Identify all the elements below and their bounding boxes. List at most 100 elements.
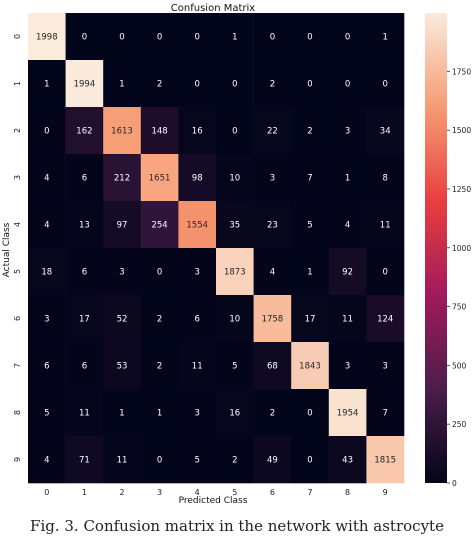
heatmap-cell-r5-c0 xyxy=(28,248,66,296)
x-tick-6: 6 xyxy=(270,488,275,497)
cell-value-r0-c8: 0 xyxy=(345,33,350,43)
colorbar-tick-1250: 1250 xyxy=(452,185,471,194)
cell-value-r5-c4: 3 xyxy=(194,268,199,278)
heatmap-cell-r9-c5 xyxy=(216,436,254,484)
heatmap-cell-r4-c3 xyxy=(140,201,179,249)
heatmap-cell-r4-c1 xyxy=(65,201,104,249)
cell-value-r2-c3: 148 xyxy=(151,127,167,137)
cell-value-r8-c6: 2 xyxy=(270,409,275,419)
cell-value-r1-c5: 0 xyxy=(232,80,237,90)
colorbar-tick-500: 500 xyxy=(452,361,467,370)
heatmap-cell-r2-c5 xyxy=(216,107,254,155)
heatmap-cells: 1998 0 0 0 0 1 0 0 0 11 1994 1 2 0 0 2 0 0 00 162 1613 148 16 0… xyxy=(28,13,405,484)
cell-value-r0-c0: 1998 xyxy=(36,33,58,43)
colorbar-tick-1750: 1750 xyxy=(452,67,471,76)
heatmap-cell-r6-c3 xyxy=(140,295,179,343)
cell-value-r4-c1: 13 xyxy=(79,221,90,231)
cell-value-r6-c8: 11 xyxy=(342,315,353,325)
cell-value-r9-c0: 4 xyxy=(44,456,49,466)
heatmap-cell-r5-c6 xyxy=(253,248,292,296)
cell-value-r9-c3: 0 xyxy=(157,456,162,466)
heatmap-cell-r7-c0 xyxy=(28,342,66,390)
heatmap-cell-r8-c8 xyxy=(328,389,367,437)
heatmap-cell-r0-c5 xyxy=(216,13,254,61)
cell-value-r1-c8: 0 xyxy=(345,80,350,90)
heatmap-cell-r0-c1 xyxy=(65,13,104,61)
cell-value-r9-c7: 0 xyxy=(307,456,312,466)
cell-value-r3-c8: 1 xyxy=(345,174,350,184)
heatmap-cell-r8-c6 xyxy=(253,389,292,437)
cell-value-r4-c8: 4 xyxy=(345,221,350,231)
heatmap-cell-r5-c8 xyxy=(328,248,367,296)
cell-value-r8-c5: 16 xyxy=(229,409,240,419)
cell-value-r6-c1: 17 xyxy=(79,315,90,325)
heatmap-cell-r8-c5 xyxy=(216,389,254,437)
x-tick-3: 3 xyxy=(157,488,162,497)
heatmap-cell-r1-c9 xyxy=(366,60,405,108)
heatmap-cell-r2-c3 xyxy=(140,107,179,155)
y-tick-6: 6 xyxy=(13,316,22,321)
heatmap-cell-r4-c8 xyxy=(328,201,367,249)
heatmap-cell-r0-c4 xyxy=(178,13,217,61)
cell-value-r8-c7: 0 xyxy=(307,409,312,419)
heatmap-cell-r9-c8 xyxy=(328,436,367,484)
cell-value-r4-c9: 11 xyxy=(380,221,391,231)
cell-value-r0-c3: 0 xyxy=(157,33,162,43)
cell-value-r9-c1: 71 xyxy=(79,456,90,466)
cell-value-r6-c3: 2 xyxy=(157,315,162,325)
heatmap-cell-r0-c7 xyxy=(291,13,330,61)
heatmap-cell-r2-c2 xyxy=(103,107,142,155)
heatmap-cell-r2-c9 xyxy=(366,107,405,155)
cell-value-r5-c1: 6 xyxy=(82,268,87,278)
cell-value-r1-c4: 0 xyxy=(194,80,199,90)
cell-value-r7-c1: 6 xyxy=(82,362,87,372)
cell-value-r1-c0: 1 xyxy=(44,80,49,90)
cell-value-r5-c2: 3 xyxy=(119,268,124,278)
cell-value-r3-c7: 7 xyxy=(307,174,312,184)
x-tick-2: 2 xyxy=(119,488,124,497)
heatmap-cell-r3-c8 xyxy=(328,154,367,202)
cell-value-r2-c5: 0 xyxy=(232,127,237,137)
cell-value-r4-c6: 23 xyxy=(267,221,278,231)
cell-value-r2-c4: 16 xyxy=(192,127,203,137)
heatmap-cell-r9-c2 xyxy=(103,436,142,484)
cell-value-r4-c7: 5 xyxy=(307,221,312,231)
heatmap-cell-r3-c3 xyxy=(140,154,179,202)
chart-title: Confusion Matrix xyxy=(171,3,255,14)
x-tick-7: 7 xyxy=(307,488,312,497)
cell-value-r7-c3: 2 xyxy=(157,362,162,372)
heatmap-cell-r7-c6 xyxy=(253,342,292,390)
y-tick-3: 3 xyxy=(13,175,22,180)
cell-value-r8-c2: 1 xyxy=(119,409,124,419)
heatmap-cell-r1-c8 xyxy=(328,60,367,108)
cell-value-r8-c0: 5 xyxy=(44,409,49,419)
cell-value-r3-c3: 1651 xyxy=(149,174,171,184)
y-tick-5: 5 xyxy=(13,269,22,274)
cell-value-r8-c1: 11 xyxy=(79,409,90,419)
cell-value-r0-c9: 1 xyxy=(382,33,387,43)
heatmap-cell-r9-c9 xyxy=(366,436,405,484)
cell-value-r3-c9: 8 xyxy=(382,174,387,184)
heatmap-cell-r0-c6 xyxy=(253,13,292,61)
cell-value-r7-c6: 68 xyxy=(267,362,278,372)
cell-value-r3-c5: 10 xyxy=(229,174,240,184)
cell-value-r1-c3: 2 xyxy=(157,80,162,90)
cell-value-r9-c9: 1815 xyxy=(374,456,396,466)
y-tick-9: 9 xyxy=(13,457,22,462)
heatmap-cell-r3-c7 xyxy=(291,154,330,202)
heatmap-cell-r8-c3 xyxy=(140,389,179,437)
cell-value-r5-c6: 4 xyxy=(270,268,275,278)
heatmap-cell-r9-c6 xyxy=(253,436,292,484)
heatmap-cell-r1-c0 xyxy=(28,60,66,108)
cell-value-r3-c6: 3 xyxy=(270,174,275,184)
heatmap-cell-r2-c1 xyxy=(65,107,104,155)
heatmap-cell-r7-c4 xyxy=(178,342,217,390)
cell-value-r7-c0: 6 xyxy=(44,362,49,372)
heatmap-cell-r8-c4 xyxy=(178,389,217,437)
heatmap-cell-r1-c7 xyxy=(291,60,330,108)
heatmap-cell-r8-c2 xyxy=(103,389,142,437)
cell-value-r4-c2: 97 xyxy=(117,221,128,231)
cell-value-r1-c1: 1994 xyxy=(74,80,96,90)
heatmap-cell-r6-c5 xyxy=(216,295,254,343)
